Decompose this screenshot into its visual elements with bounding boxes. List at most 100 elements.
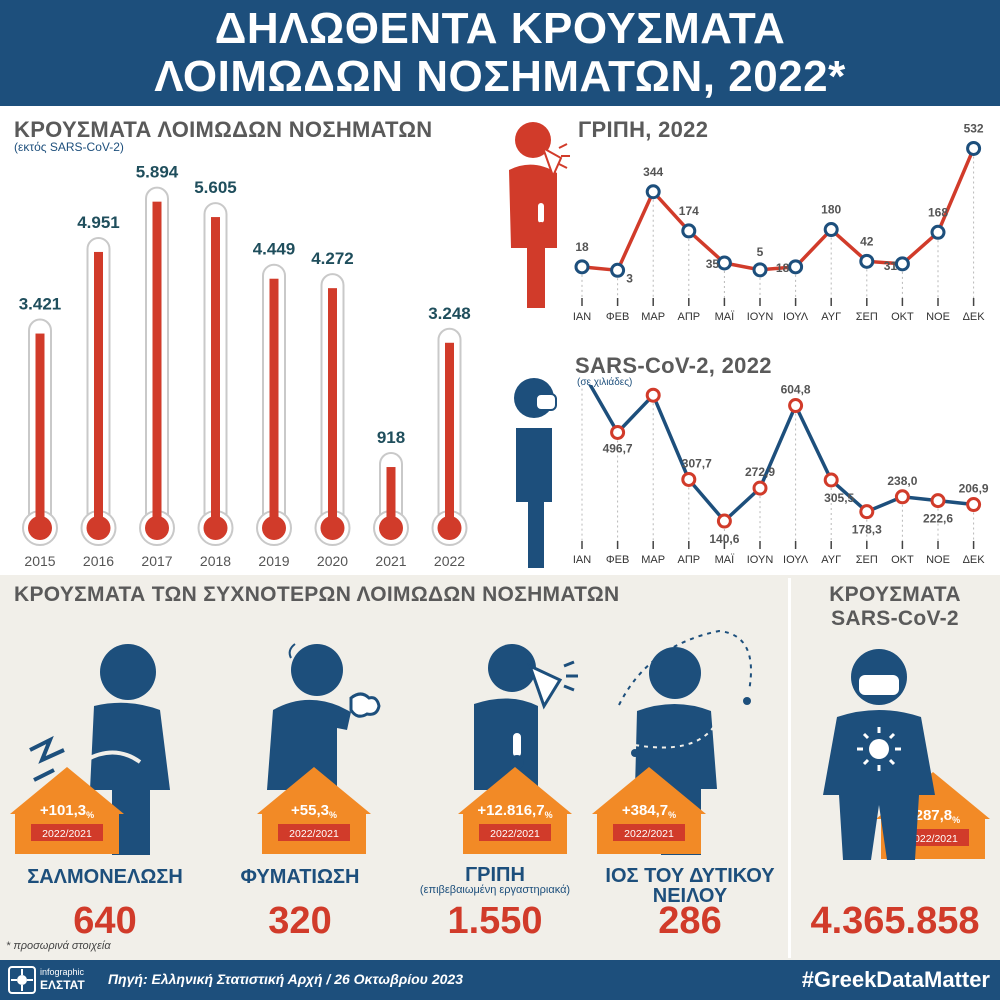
month-label: ΝΟΕ — [926, 554, 950, 566]
logo-text-top: infographic — [40, 967, 85, 977]
thermometer-2017 — [139, 186, 175, 546]
year-label-2018: 2018 — [200, 553, 231, 569]
disease-name-flu: ΓΡΙΠΗ — [465, 864, 525, 886]
data-label-ΣΕΠ: 178,3 — [852, 523, 882, 537]
data-point-ΦΕΒ — [610, 424, 626, 440]
thermometer-2019 — [256, 263, 292, 546]
month-label: ΑΥΓ — [821, 311, 841, 323]
data-point-ΑΥΓ — [823, 222, 839, 238]
data-label-ΦΕΒ: 3 — [626, 271, 633, 285]
elstat-logo-icon — [8, 966, 36, 994]
data-point-ΙΟΥΝ — [752, 262, 768, 278]
month-label: ΔΕΚ — [963, 311, 986, 323]
period-badge — [479, 824, 551, 841]
data-point-ΦΕΒ — [610, 262, 626, 278]
disease-name-west-nile: ΙΟΣ ΤΟΥ ΔΥΤΙΚΟΥ ΝΕΙΛΟΥ — [605, 865, 775, 907]
disease-note-flu: (επιβεβαιωμένη εργαστηριακά) — [419, 884, 571, 896]
change-value: +384,7% — [622, 802, 676, 820]
page-title-line2: ΛΟΙΜΩΔΩΝ ΝΟΣΗΜΑΤΩΝ, 2022* — [154, 52, 846, 101]
month-label: ΜΑΡ — [641, 554, 665, 566]
data-label-ΑΠΡ: 174 — [679, 204, 699, 218]
data-label-ΙΟΥΝ: 272,9 — [745, 465, 775, 479]
page-title-line1: ΔΗΛΩΘΕΝΤΑ ΚΡΟΥΣΜΑΤΑ — [214, 4, 786, 53]
data-point-ΣΕΠ — [859, 253, 875, 269]
data-label-2015: 3.421 — [19, 295, 62, 314]
data-point-ΙΑΝ — [574, 259, 590, 275]
period-label: 2022/2021 — [42, 828, 92, 840]
month-label: ΦΕΒ — [606, 311, 629, 323]
disease-value-tuberculosis: 320 — [268, 900, 332, 942]
period-badge — [31, 824, 103, 841]
data-label-ΜΑΪ: 140,6 — [709, 532, 739, 546]
source-text: Πηγή: Ελληνική Στατιστική Αρχή / 26 Οκτω… — [108, 971, 463, 987]
thermometer-bulb — [437, 516, 462, 540]
thermometer-bulb — [203, 516, 228, 540]
data-point-ΜΑΡ — [645, 387, 661, 403]
month-label: ΦΕΒ — [606, 554, 629, 566]
disease-value-west-nile: 286 — [658, 900, 722, 942]
period-badge — [278, 824, 350, 841]
month-label: ΟΚΤ — [891, 554, 914, 566]
covid-chart-title: SARS-CoV-2, 2022 — [575, 353, 772, 378]
month-label: ΑΠΡ — [677, 311, 700, 323]
covid-suit-person-icon — [823, 649, 935, 860]
annual-chart-subtitle: (εκτός SARS-CoV-2) — [14, 140, 124, 154]
thermometer-bulb — [86, 516, 111, 540]
logo-text-bottom: ΕΛΣΤΑΤ — [40, 978, 85, 992]
data-label-2022: 3.248 — [428, 304, 471, 323]
period-label: 2022/2021 — [624, 828, 674, 840]
month-label: ΜΑΡ — [641, 311, 665, 323]
thermometer-2015 — [22, 318, 58, 546]
month-label: ΙΟΥΝ — [747, 554, 774, 566]
year-label-2019: 2019 — [258, 553, 289, 569]
data-label-ΜΑΡ: 344 — [643, 165, 663, 179]
diseases-title: ΚΡΟΥΣΜΑΤΑ ΤΩΝ ΣΥΧΝΟΤΕΡΩΝ ΛΟΙΜΩΔΩΝ ΝΟΣΗΜΑ… — [14, 583, 620, 606]
month-label: ΙΑΝ — [573, 554, 591, 566]
thermometer-2021 — [373, 452, 409, 546]
data-label-2018: 5.605 — [194, 178, 237, 197]
data-label-ΦΕΒ: 496,7 — [603, 441, 633, 455]
disease-value-flu: 1.550 — [447, 900, 543, 942]
bar-2022 — [445, 342, 454, 528]
data-point-ΜΑΪ — [716, 513, 732, 529]
disease-value-salmonellosis: 640 — [73, 900, 137, 942]
thermometer-2018 — [197, 202, 234, 546]
thermometer-2016 — [80, 236, 117, 546]
data-point-ΑΠΡ — [681, 223, 697, 239]
data-point-ΙΟΥΛ — [788, 398, 804, 414]
year-label-2020: 2020 — [317, 553, 348, 569]
bar-2015 — [35, 333, 45, 528]
flu-monthly-chart: ΙΑΝ ΦΕΒ ΜΑΡ ΑΠΡ ΜΑΪ ΙΟΥΝ ΙΟΥΛ ΑΥΓ ΣΕΠ ΟΚΤ ΝΟΕ ΔΕΚ 18… — [573, 121, 986, 323]
month-label: ΜΑΪ — [715, 311, 736, 323]
panel-divider — [788, 578, 791, 958]
flu-chart-title: ΓΡΙΠΗ, 2022 — [578, 117, 709, 142]
period-label: 2022/2021 — [289, 828, 339, 840]
hashtag: #GreekDataMatter — [801, 967, 990, 992]
data-point-ΑΠΡ — [681, 471, 697, 487]
data-label-ΙΟΥΝ: 5 — [757, 245, 764, 259]
data-label-ΙΟΥΛ: 18 — [776, 261, 790, 275]
month-label: ΣΕΠ — [856, 554, 878, 566]
data-label-2021: 918 — [377, 428, 405, 447]
month-label: ΔΕΚ — [963, 554, 986, 566]
bar-2019 — [269, 278, 279, 528]
covid-chart-subtitle: (σε χιλιάδες) — [577, 377, 633, 388]
data-label-ΔΕΚ: 206,9 — [959, 482, 989, 496]
year-label-2022: 2022 — [434, 553, 465, 569]
data-label-ΟΚΤ: 238,0 — [887, 474, 917, 488]
month-label: ΙΑΝ — [573, 311, 591, 323]
year-label-2021: 2021 — [375, 553, 406, 569]
header-banner: ΔΗΛΩΘΕΝΤΑ ΚΡΟΥΣΜΑΤΑ ΛΟΙΜΩΔΩΝ ΝΟΣΗΜΑΤΩΝ, … — [0, 0, 1000, 106]
change-arrow-0: +101,3% 2022/2021 — [10, 767, 124, 854]
data-label-ΑΥΓ: 180 — [821, 203, 841, 217]
month-label: ΙΟΥΛ — [783, 311, 809, 323]
change-arrow-2: +12.816,7% 2022/2021 — [458, 767, 572, 854]
provisional-footnote: * προσωρινά στοιχεία — [6, 940, 111, 952]
data-point-ΑΥΓ — [823, 472, 839, 488]
thermometer-2022 — [431, 327, 468, 546]
thermometer-bulb — [145, 516, 169, 540]
thermometer-bulb — [262, 516, 286, 540]
masked-person-icon — [514, 378, 557, 568]
covid-total-value: 4.365.858 — [810, 900, 980, 942]
month-label: ΙΟΥΝ — [747, 311, 774, 323]
